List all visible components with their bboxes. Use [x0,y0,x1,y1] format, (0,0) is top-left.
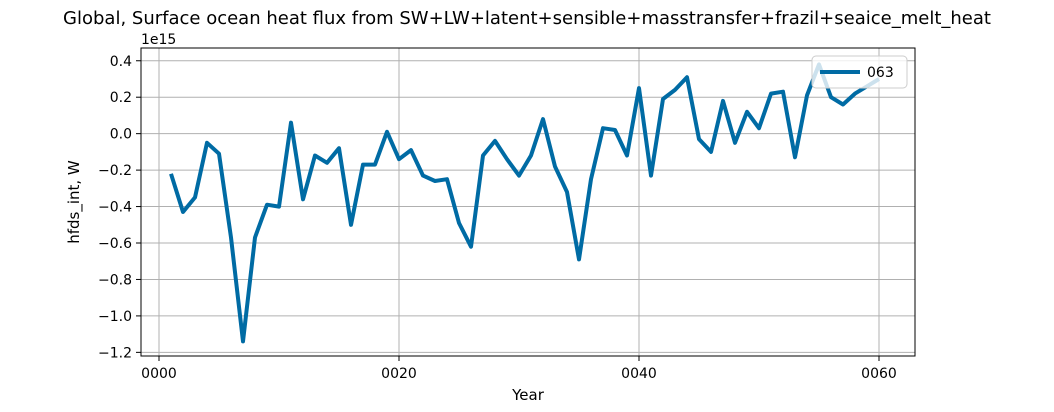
y-tick-label: −1.2 [98,345,132,361]
y-offset-label: 1e15 [141,32,176,48]
y-tick-label: 0.4 [110,54,132,70]
x-tick-label: 0040 [621,366,657,382]
x-tick-label: 0000 [141,366,177,382]
plot-frame [140,47,916,357]
x-axis-ticks: 0000 0020 0040 0060 [141,356,897,382]
x-tick-label: 0020 [381,366,417,382]
y-tick-label: −0.2 [98,163,132,179]
y-tick-label: −0.4 [98,200,132,216]
y-tick-label: −0.6 [98,236,132,252]
x-tick-label: 0060 [861,366,897,382]
legend-label-063: 063 [867,65,894,81]
y-tick-label: 0.0 [110,127,132,143]
y-axis-label: hfds_int, W [65,160,84,244]
chart-title: Global, Surface ocean heat flux from SW+… [63,8,991,29]
y-tick-label: −1.0 [98,309,132,325]
series-line-063 [169,62,881,344]
series-layer [169,62,881,344]
y-tick-label: −0.8 [98,272,132,288]
y-axis-ticks: −1.2 −1.0 −0.8 −0.6 −0.4 −0.2 0.0 0.2 0.4 [98,54,141,361]
grid-lines [141,48,915,356]
x-axis-label: Year [511,386,545,404]
y-tick-label: 0.2 [110,90,132,106]
legend: 063 [811,55,908,89]
